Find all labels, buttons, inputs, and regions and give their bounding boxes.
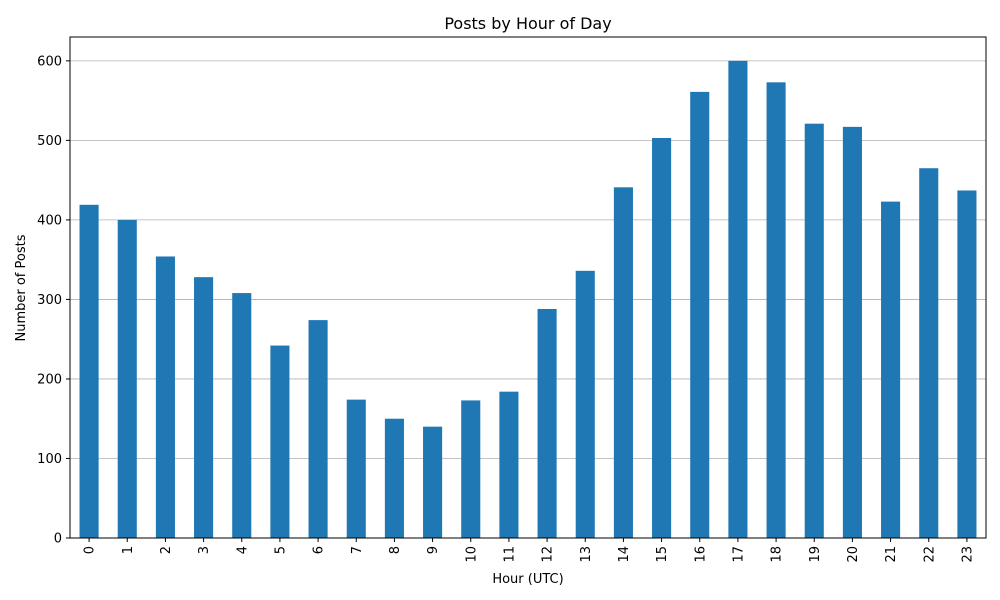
bar-hour-2	[155, 256, 175, 538]
x-tick-label: 10	[464, 546, 479, 563]
bar-hour-7	[346, 399, 366, 538]
bar-hour-22	[919, 168, 939, 538]
x-tick-label: 11	[502, 546, 517, 563]
x-tick-label: 22	[922, 546, 937, 563]
bar-hour-18	[766, 82, 786, 538]
x-tick-label: 12	[541, 546, 556, 563]
y-axis-title: Number of Posts	[14, 234, 29, 341]
bars	[79, 60, 977, 539]
x-tick-label: 14	[617, 546, 632, 563]
x-tick-label: 4	[235, 546, 250, 554]
y-tick-label: 300	[37, 293, 62, 308]
y-tick-label: 500	[37, 134, 62, 149]
x-tick-label: 17	[731, 546, 746, 563]
bar-hour-9	[423, 426, 443, 538]
x-tick-label: 16	[693, 546, 708, 563]
bar-hour-0	[79, 204, 99, 539]
x-tick-label: 19	[808, 546, 823, 563]
bar-hour-23	[957, 190, 977, 538]
x-tick-label: 3	[197, 546, 212, 554]
y-tick-label: 0	[54, 532, 62, 547]
axes	[69, 36, 987, 539]
x-ticks: 0 1 2 3 4 5 6 7 8 9 10 11 12 13 14 15 16 17 18 19 20 21 22 23	[83, 538, 975, 563]
bar-hour-10	[461, 400, 481, 538]
y-tick-label: 200	[37, 372, 62, 387]
bar-hour-14	[613, 187, 633, 539]
x-axis-title: Hour (UTC)	[492, 572, 563, 587]
bar-hour-20	[842, 126, 862, 538]
y-ticks: 0 100 200 300 400 500 600	[37, 54, 70, 547]
x-tick-label: 23	[960, 546, 975, 563]
bar-hour-11	[499, 391, 519, 538]
plot-frame	[69, 36, 987, 539]
bar-hour-19	[804, 123, 824, 538]
bar-hour-21	[881, 201, 901, 538]
x-tick-label: 18	[770, 546, 785, 563]
bar-hour-17	[728, 60, 748, 538]
bar-hour-3	[194, 277, 214, 538]
bar-hour-8	[384, 418, 404, 538]
y-tick-label: 100	[37, 452, 62, 467]
gridlines	[70, 60, 986, 459]
bar-hour-1	[117, 219, 137, 538]
bar-hour-13	[575, 270, 595, 538]
bar-hour-6	[308, 320, 328, 538]
x-tick-label: 2	[159, 546, 174, 554]
y-tick-label: 600	[37, 54, 62, 69]
bar-hour-16	[690, 91, 710, 538]
x-tick-label: 0	[83, 546, 98, 554]
bar-hour-5	[270, 345, 290, 538]
x-tick-label: 20	[846, 546, 861, 563]
x-tick-label: 9	[426, 546, 441, 554]
bar-hour-12	[537, 308, 557, 538]
x-tick-label: 7	[350, 546, 365, 554]
x-tick-label: 13	[579, 546, 594, 563]
x-tick-label: 8	[388, 546, 403, 554]
x-tick-label: 6	[312, 546, 327, 554]
x-tick-label: 15	[655, 546, 670, 563]
chart-title: Posts by Hour of Day	[444, 14, 611, 33]
bar-hour-4	[232, 293, 252, 538]
bar-hour-15	[652, 137, 672, 538]
x-tick-label: 1	[121, 546, 136, 554]
x-tick-label: 5	[273, 546, 288, 554]
y-tick-label: 400	[37, 213, 62, 228]
x-tick-label: 21	[884, 546, 899, 563]
